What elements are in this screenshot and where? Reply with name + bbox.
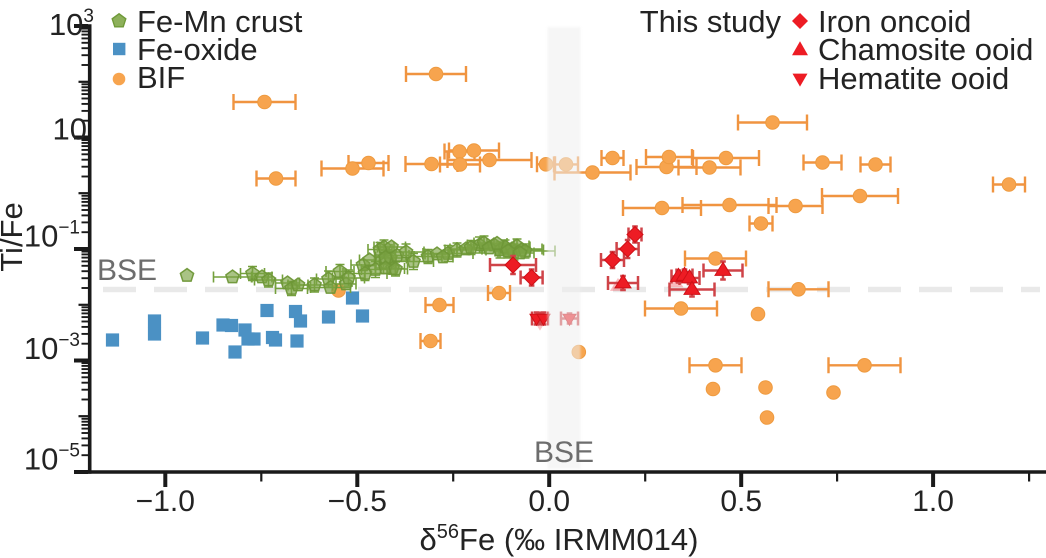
svg-text:BIF: BIF [137,60,185,95]
svg-text:This study: This study [640,4,782,39]
svg-text:Iron oncoid: Iron oncoid [818,4,971,39]
svg-text:Fe-oxide: Fe-oxide [137,32,258,67]
svg-text:10: 10 [53,112,87,147]
svg-text:103: 103 [49,6,94,42]
svg-text:δ56Fe (‰ IRMM014): δ56Fe (‰ IRMM014) [420,521,699,557]
svg-text:10−5: 10−5 [24,441,80,477]
svg-text:10−1: 10−1 [24,218,80,254]
svg-text:−1.0: −1.0 [136,485,195,518]
svg-text:BSE: BSE [534,436,594,469]
svg-text:Fe-Mn crust: Fe-Mn crust [137,4,303,39]
svg-text:Chamosite ooid: Chamosite ooid [818,32,1033,67]
svg-text:0.0: 0.0 [528,485,570,518]
svg-text:1.0: 1.0 [912,485,954,518]
svg-text:0.5: 0.5 [720,485,762,518]
svg-text:BSE: BSE [97,254,157,287]
svg-text:Hematite ooid: Hematite ooid [818,61,1009,96]
svg-text:−0.5: −0.5 [328,485,387,518]
svg-text:Ti/Fe: Ti/Fe [0,202,29,271]
svg-text:10−3: 10−3 [24,330,80,366]
